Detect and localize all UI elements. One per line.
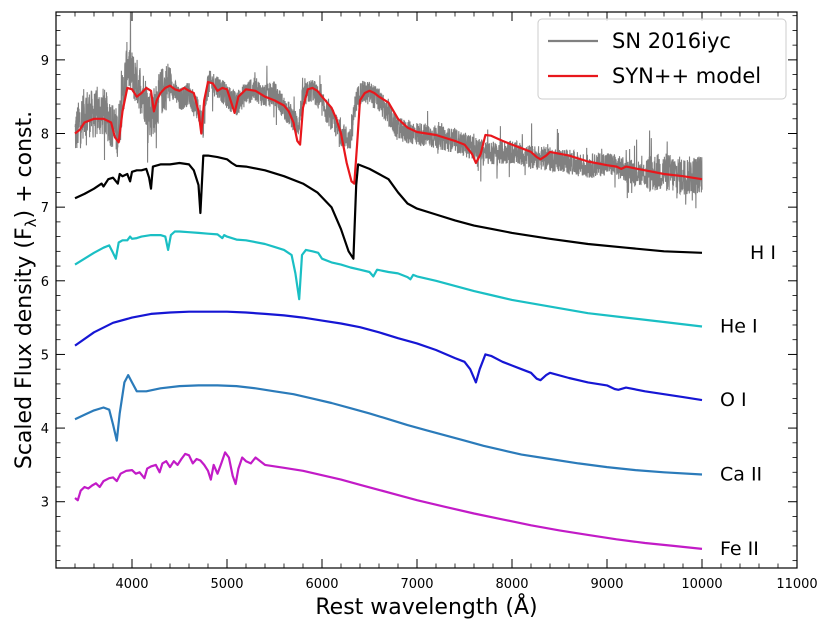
- x-tick-label: 8000: [495, 577, 528, 592]
- y-tick-label: 6: [41, 275, 49, 290]
- legend-box: [537, 18, 787, 100]
- x-tick-label: 6000: [305, 577, 338, 592]
- series-label-o-i: O I: [720, 389, 747, 411]
- legend-label-sn2016iyc: SN 2016iyc: [612, 29, 731, 53]
- y-axis-title-suffix: ) + const.: [12, 111, 37, 219]
- series-layer: [74, 12, 703, 550]
- y-tick-label: 4: [41, 422, 49, 437]
- x-tick-label: 7000: [400, 577, 433, 592]
- series-he-i: [74, 230, 703, 328]
- axis-ticks: 4000 5000 6000 7000 8000 9000 10000 11000 3 4 5 6 7 8…: [41, 12, 818, 592]
- x-axis-title: Rest wavelength (Å): [315, 593, 537, 620]
- y-tick-label: 9: [41, 54, 49, 69]
- y-tick-label: 8: [41, 128, 49, 143]
- series-o-i: [74, 310, 703, 402]
- x-tick-label: 10000: [681, 577, 722, 592]
- series-labels: H I He I O I Ca II Fe II: [720, 242, 776, 560]
- series-label-fe-ii: Fe II: [720, 538, 759, 560]
- series-label-he-i: He I: [720, 315, 758, 337]
- legend: SN 2016iyc SYN++ model: [537, 18, 787, 100]
- x-tick-label: 4000: [115, 577, 148, 592]
- series-fe-ii: [74, 451, 703, 550]
- series-sn-2016iyc: [74, 12, 703, 209]
- series-ca-ii: [74, 374, 703, 476]
- y-tick-label: 5: [41, 348, 49, 363]
- x-tick-label: 5000: [210, 577, 243, 592]
- y-axis-title: Scaled Flux density (Fλ) + const.: [12, 111, 40, 469]
- y-axis-title-main: Scaled Flux density (F: [12, 227, 37, 469]
- y-tick-label: 7: [41, 201, 49, 216]
- x-tick-label: 11000: [776, 577, 817, 592]
- y-axis-title-subscript: λ: [22, 218, 40, 227]
- plot-frame: [55, 11, 798, 569]
- legend-label-syn-model: SYN++ model: [612, 64, 761, 88]
- series-syn-model: [74, 80, 703, 185]
- series-label-ca-ii: Ca II: [720, 463, 762, 485]
- y-tick-label: 3: [41, 496, 49, 511]
- series-h-i: [74, 154, 703, 260]
- x-tick-label: 9000: [590, 577, 623, 592]
- series-label-h-i: H I: [750, 242, 776, 264]
